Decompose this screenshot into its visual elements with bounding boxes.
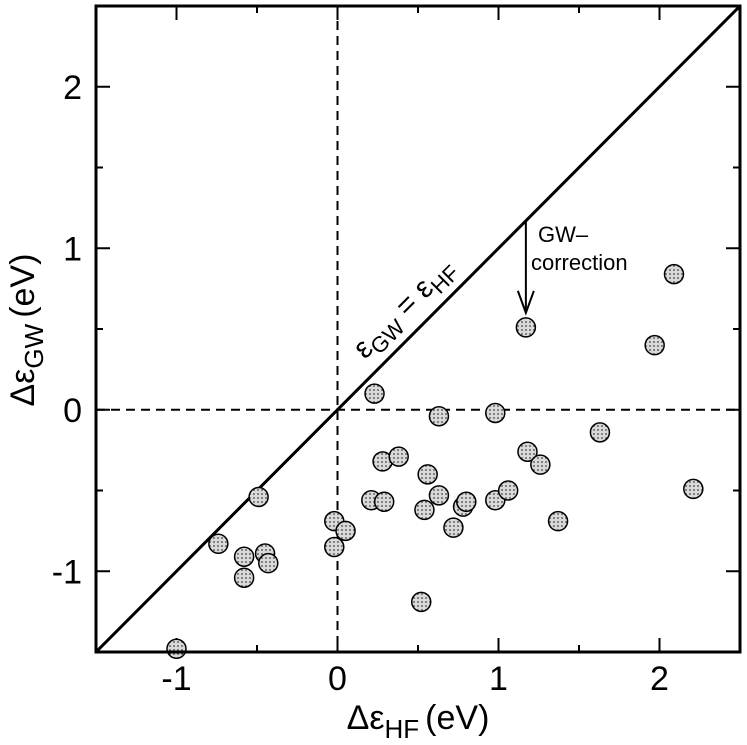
data-point	[208, 533, 229, 555]
x-tick-label: 1	[489, 660, 508, 698]
data-point	[233, 567, 255, 588]
data-point	[248, 486, 269, 508]
data-point	[166, 638, 187, 660]
plot-frame	[94, 4, 742, 654]
data-point	[497, 480, 519, 501]
y-axis-label-symbol: Δε	[4, 369, 42, 407]
x-tick-label: 2	[650, 660, 669, 698]
data-point	[644, 334, 665, 356]
data-point	[335, 520, 356, 542]
y-tick-label: 2	[63, 69, 82, 107]
x-tick-label: 0	[328, 660, 347, 698]
data-point	[373, 491, 395, 513]
x-axis-label: ΔεHF (eV)	[347, 699, 490, 744]
annotation-line-2: correction	[531, 250, 628, 275]
gw-correction-arrowhead	[516, 290, 535, 316]
data-point	[443, 517, 464, 538]
data-point	[428, 405, 450, 427]
data-point	[417, 464, 438, 485]
y-tick-label: 0	[63, 392, 82, 430]
data-point	[324, 536, 345, 558]
data-point	[410, 591, 432, 613]
data-point	[515, 317, 537, 338]
x-axis-label-symbol: Δε	[347, 699, 385, 737]
data-point	[517, 441, 538, 462]
y-axis-label-unit: (eV)	[4, 254, 42, 318]
data-point	[258, 552, 279, 574]
data-point	[663, 263, 685, 285]
axis-ticks: -1 0 1 2 -1 0 1 2	[52, 5, 741, 698]
data-point	[456, 491, 477, 513]
diagonal-reference-line	[96, 6, 740, 652]
data-points	[166, 263, 704, 660]
x-axis-label-subscript: HF	[384, 714, 419, 744]
data-point	[414, 499, 435, 521]
data-point	[364, 383, 385, 404]
y-axis-label-subscript: GW	[19, 323, 49, 368]
x-axis-label-unit: (eV)	[425, 699, 489, 737]
data-point	[485, 402, 506, 424]
data-point	[530, 454, 551, 475]
data-point	[233, 546, 255, 567]
data-point	[589, 422, 611, 443]
data-point	[428, 485, 450, 506]
gw-correction-annotation: GW– correction	[516, 220, 628, 316]
data-point	[547, 510, 569, 532]
y-tick-label: 1	[63, 230, 82, 268]
y-tick-label: -1	[52, 553, 82, 591]
x-tick-label: -1	[161, 660, 191, 698]
y-axis-label: ΔεGW (eV)	[4, 254, 49, 407]
data-point	[388, 446, 409, 467]
data-point	[683, 478, 704, 500]
annotation-line-1: GW–	[538, 222, 589, 247]
diagonal-label: εGW = εHF	[347, 251, 465, 369]
